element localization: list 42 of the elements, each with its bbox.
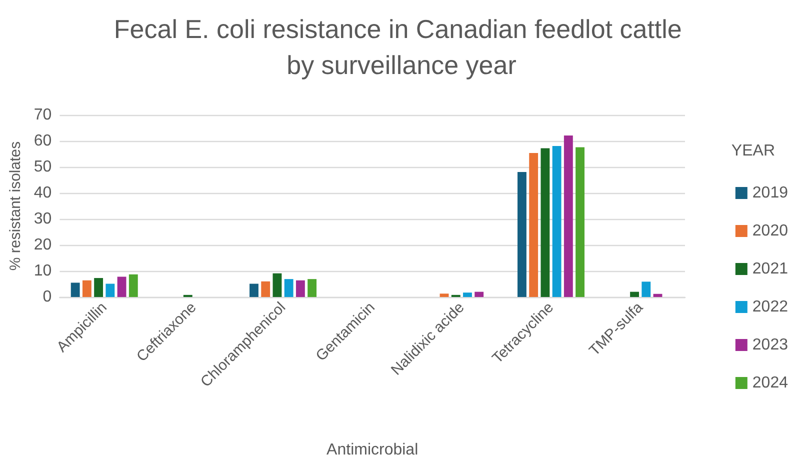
legend-label: 2024 <box>752 374 788 392</box>
y-tick-label: 50 <box>34 158 52 176</box>
bar <box>529 152 538 297</box>
bar <box>518 172 526 297</box>
bar <box>552 146 562 297</box>
y-axis-title: % resistant isolates <box>7 141 24 271</box>
legend-label: 2019 <box>752 184 788 202</box>
bar <box>70 282 80 297</box>
legend-label: 2020 <box>752 222 788 240</box>
chart-title: Fecal E. coli resistance in Canadian feedlot cattle by surveillance year <box>114 14 690 80</box>
y-tick-label: 30 <box>34 210 52 228</box>
bar <box>106 284 115 297</box>
y-tick-label: 0 <box>42 288 52 306</box>
bar <box>296 280 305 297</box>
y-tick-label: 60 <box>34 132 52 150</box>
legend-title: YEAR <box>731 142 776 160</box>
bar <box>463 292 472 297</box>
bar <box>642 282 651 297</box>
bar <box>630 292 639 297</box>
y-tick-label: 70 <box>34 106 52 124</box>
bar <box>128 274 138 297</box>
bar <box>250 284 258 297</box>
bar <box>653 294 662 297</box>
bar <box>261 281 270 297</box>
legend-label: 2022 <box>752 298 788 316</box>
bar <box>117 276 126 297</box>
bar <box>272 273 282 297</box>
bar <box>440 294 449 297</box>
legend-label: 2023 <box>752 336 788 354</box>
y-tick-label: 20 <box>34 236 52 254</box>
y-tick-label: 40 <box>34 184 52 202</box>
x-axis-title: Antimicrobial <box>326 442 418 458</box>
bar <box>94 278 104 297</box>
y-tick-label: 10 <box>34 262 52 280</box>
bar <box>564 136 573 297</box>
bar <box>308 279 317 297</box>
bar <box>82 280 92 297</box>
legend-label: 2021 <box>752 260 788 278</box>
bar <box>576 147 585 297</box>
bar <box>284 279 294 297</box>
bar <box>474 292 484 297</box>
bar <box>540 148 550 297</box>
